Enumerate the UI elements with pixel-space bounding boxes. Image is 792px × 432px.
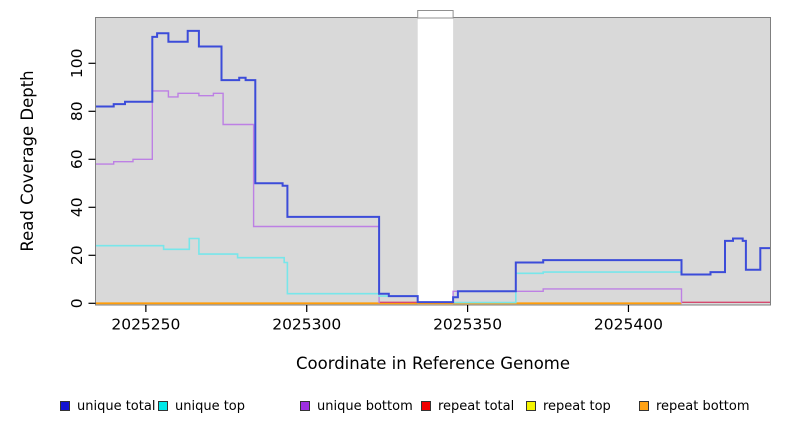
legend-item-repeat-bottom: repeat bottom [639,396,750,416]
x-tick-label: 2025250 [111,316,180,334]
legend-label: unique bottom [317,398,413,414]
coverage-gap-band [417,18,454,305]
y-tick-label: 0 [68,298,86,308]
legend-label: unique top [175,398,246,414]
x-axis-label: Coordinate in Reference Genome [296,354,570,373]
x-tick-label: 2025300 [272,316,341,334]
chart-legend: unique total unique top unique bottom repea… [0,396,792,422]
series-unique-total-line [96,29,770,304]
y-tick-label: 60 [68,149,86,169]
legend-swatch-unique-bottom [300,401,310,411]
legend-swatch-repeat-bottom [639,401,649,411]
legend-swatch-repeat-total [421,401,431,411]
x-tick-label: 2025400 [594,316,663,334]
chart-canvas: 2025250 2025300 2025350 2025400 0 20 40 60 80 100… [18,10,771,373]
legend-item-repeat-top: repeat top [526,396,611,416]
legend-label: repeat total [438,398,515,414]
x-tick-label: 2025350 [433,316,502,334]
legend-swatch-unique-top [158,401,168,411]
legend-item-repeat-total: repeat total [421,396,514,416]
plot-layer: 2025250 2025300 2025350 2025400 0 20 40 60 80 100 [68,10,771,334]
legend-item-unique-total: unique total [60,396,155,416]
y-tick-label: 20 [68,245,86,265]
legend-label: repeat bottom [656,398,750,414]
legend-label: repeat top [543,398,611,414]
legend-item-unique-bottom: unique bottom [300,396,413,416]
series-unique-bottom-line [96,90,683,304]
gap-band-tab [417,10,454,19]
y-tick-label: 40 [68,197,86,217]
y-tick-label: 80 [68,101,86,121]
y-tick-label: 100 [68,49,86,79]
legend-label: unique total [77,398,156,414]
legend-swatch-repeat-top [526,401,536,411]
y-axis-label: Read Coverage Depth [18,70,37,251]
legend-item-unique-top: unique top [158,396,245,416]
legend-swatch-unique-total [60,401,70,411]
